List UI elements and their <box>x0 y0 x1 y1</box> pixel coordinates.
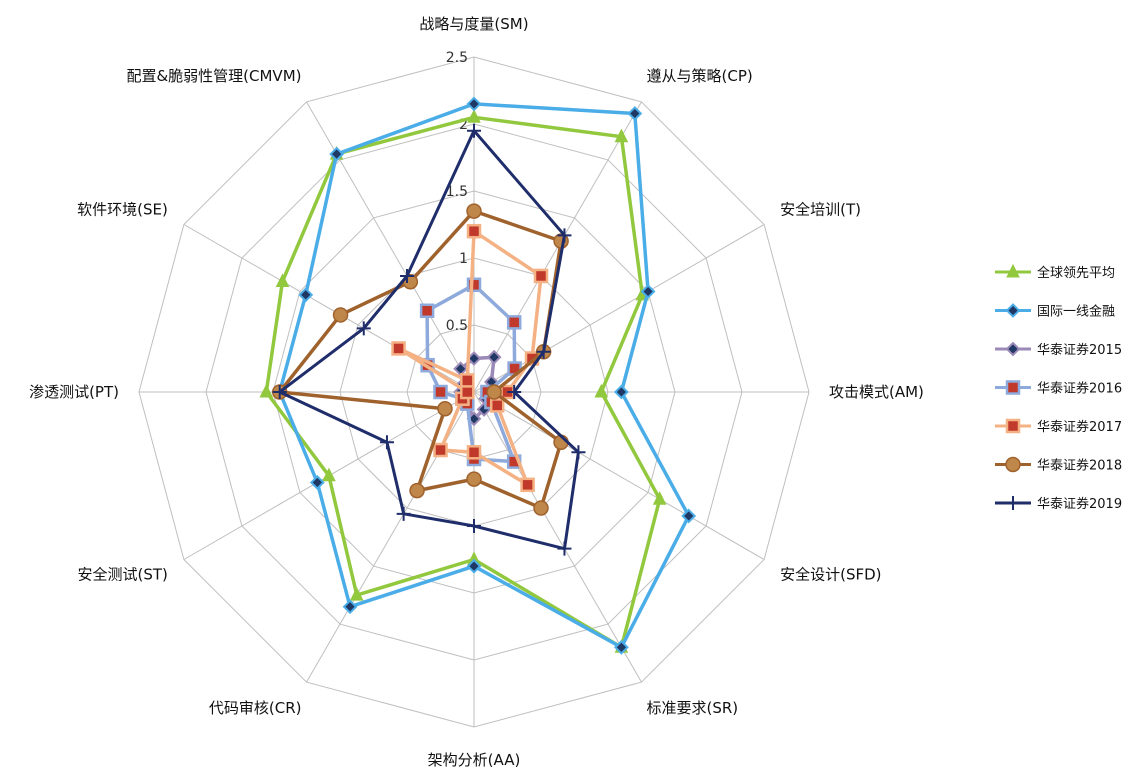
legend-label: 华泰证券2016 <box>1037 381 1122 397</box>
data-point <box>356 321 371 336</box>
radial-tick-labels: 00.511.522.5 <box>446 50 468 401</box>
data-point <box>396 506 411 521</box>
data-point <box>272 385 287 399</box>
data-point <box>613 384 629 400</box>
axis-label: 遵从与策略(CP) <box>647 67 753 85</box>
data-point <box>460 373 475 388</box>
data-point <box>259 383 274 398</box>
data-point <box>652 491 667 505</box>
data-point <box>489 398 505 413</box>
axis-label: 代码审核(CR) <box>209 699 302 717</box>
data-point <box>533 268 549 284</box>
data-point <box>332 307 349 323</box>
data-point <box>466 203 482 219</box>
data-point <box>275 273 290 287</box>
data-point <box>467 519 481 533</box>
data-point <box>309 475 325 490</box>
data-point <box>322 467 336 482</box>
tick-label: 1 <box>459 251 468 267</box>
axis-label: 配置&脆弱性管理(CMVM) <box>126 67 301 85</box>
axis-labels: 战略与度量(SM) 遵从与策略(CP) 安全培训(T) 攻击模式(AM) 安全设计(SF… <box>29 15 924 769</box>
data-point <box>466 96 482 112</box>
data-point <box>536 344 551 359</box>
tick-label: 2 <box>459 117 468 133</box>
data-point <box>614 128 629 143</box>
data-point <box>486 349 502 365</box>
data-point <box>467 123 481 138</box>
data-point <box>533 500 549 516</box>
data-point <box>640 284 656 299</box>
data-point <box>571 445 586 460</box>
data-point <box>466 471 482 487</box>
legend-label: 华泰证券2018 <box>1037 458 1122 474</box>
legend-label: 全球领先平均 <box>1037 265 1115 281</box>
axis-label: 渗透测试(PT) <box>29 383 119 401</box>
data-point <box>466 445 482 460</box>
data-series <box>259 96 697 655</box>
data-point <box>520 477 535 493</box>
data-point <box>433 384 448 400</box>
spoke-line <box>306 101 475 393</box>
axis-label: 安全设计(SFD) <box>780 566 881 584</box>
axis-label: 架构分析(AA) <box>428 751 521 769</box>
data-point <box>409 482 425 499</box>
axis-label: 安全测试(ST) <box>78 566 168 584</box>
legend-marker <box>1005 456 1021 473</box>
data-point <box>486 384 502 400</box>
data-point <box>298 287 314 303</box>
data-point <box>329 146 345 162</box>
data-point <box>433 442 448 458</box>
data-point <box>681 508 697 524</box>
legend-marker <box>1006 263 1020 278</box>
tick-label: 1.5 <box>446 184 468 200</box>
spoke-line <box>473 224 765 393</box>
data-point <box>437 401 453 417</box>
legend-marker <box>1005 341 1021 357</box>
spoke-line <box>473 391 642 683</box>
series-6 <box>272 123 586 556</box>
legend-label: 华泰证券2015 <box>1037 342 1122 358</box>
series-4 <box>391 223 549 493</box>
data-point <box>466 558 482 574</box>
axis-label: 软件环境(SE) <box>77 201 168 219</box>
data-point <box>342 599 358 615</box>
legend-marker <box>1006 496 1020 510</box>
data-point <box>506 315 522 330</box>
axis-label: 攻击模式(AM) <box>829 383 924 401</box>
data-point <box>627 106 643 121</box>
axis-label: 标准要求(SR) <box>647 699 739 717</box>
legend-label: 华泰证券2019 <box>1037 496 1122 512</box>
data-point <box>466 223 482 239</box>
data-point <box>613 639 629 655</box>
legend-label: 国际一线金融 <box>1037 304 1115 320</box>
legend-label: 华泰证券2017 <box>1037 419 1122 435</box>
axis-label: 安全培训(T) <box>780 201 861 219</box>
data-point <box>349 586 364 601</box>
data-point <box>557 228 572 243</box>
legend-marker <box>1005 380 1021 395</box>
spoke-line <box>473 391 765 560</box>
data-point <box>594 383 609 398</box>
tick-label: 0.5 <box>446 318 468 334</box>
series-1 <box>272 96 697 655</box>
data-point <box>467 109 481 123</box>
data-point <box>391 341 406 356</box>
data-point <box>419 303 435 319</box>
tick-label: 2.5 <box>446 50 468 66</box>
axis-label: 战略与度量(SM) <box>419 15 528 33</box>
legend-marker <box>1005 418 1021 434</box>
data-point <box>400 268 414 283</box>
data-point <box>379 435 394 450</box>
data-point <box>557 541 572 556</box>
legend-marker <box>1005 303 1021 318</box>
data-point <box>507 385 522 399</box>
data-point <box>460 384 475 400</box>
